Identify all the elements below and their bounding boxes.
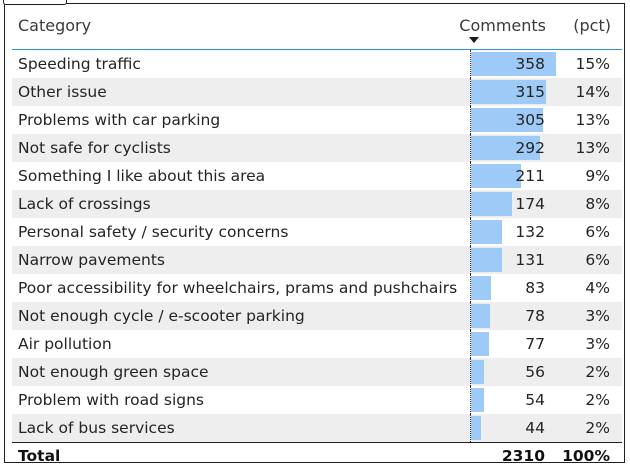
table-row[interactable]: Problem with road signs 54 2% bbox=[12, 386, 622, 414]
table-row[interactable]: Air pollution 77 3% bbox=[12, 330, 622, 358]
cell-pct: 2% bbox=[585, 419, 610, 437]
cell-pct: 14% bbox=[575, 83, 610, 101]
comments-table: Category Comments (pct) Speeding traffic… bbox=[12, 12, 622, 471]
cell-category: Narrow pavements bbox=[18, 251, 165, 269]
cell-category: Personal safety / security concerns bbox=[18, 223, 289, 241]
column-header-category[interactable]: Category bbox=[18, 16, 92, 35]
data-bar-axis bbox=[470, 50, 471, 78]
cell-pct: 2% bbox=[585, 363, 610, 381]
cell-category: Other issue bbox=[18, 83, 107, 101]
cell-pct: 2% bbox=[585, 391, 610, 409]
cell-comments: 78 bbox=[525, 307, 545, 325]
cell-comments: 211 bbox=[515, 167, 545, 185]
cell-comments: 131 bbox=[515, 251, 545, 269]
cell-comments: 56 bbox=[525, 363, 545, 381]
table-row[interactable]: Other issue 315 14% bbox=[12, 78, 622, 106]
table-row[interactable]: Not enough cycle / e-scooter parking 78 3% bbox=[12, 302, 622, 330]
comments-data-bar bbox=[471, 192, 513, 216]
data-bar-axis bbox=[470, 330, 471, 358]
comments-data-bar bbox=[471, 80, 546, 104]
data-bar-axis bbox=[470, 386, 471, 414]
cell-comments: 315 bbox=[515, 83, 545, 101]
data-bar-axis bbox=[470, 302, 471, 330]
comments-data-bar bbox=[471, 248, 503, 272]
table-row[interactable]: Narrow pavements 131 6% bbox=[12, 246, 622, 274]
cell-comments: 44 bbox=[525, 419, 545, 437]
comments-data-bar bbox=[471, 388, 484, 412]
cell-pct: 6% bbox=[585, 251, 610, 269]
cell-comments: 77 bbox=[525, 335, 545, 353]
column-header-pct[interactable]: (pct) bbox=[573, 16, 611, 35]
table-header: Category Comments (pct) bbox=[12, 12, 622, 50]
cell-category: Not enough cycle / e-scooter parking bbox=[18, 307, 305, 325]
comments-data-bar bbox=[471, 332, 490, 356]
cell-category: Speeding traffic bbox=[18, 55, 141, 73]
comments-data-bar bbox=[471, 136, 541, 160]
data-bar-axis bbox=[470, 358, 471, 386]
total-row: Total 2310 100% bbox=[12, 442, 622, 471]
data-bar-axis bbox=[470, 414, 471, 442]
cell-pct: 6% bbox=[585, 223, 610, 241]
visual-header-tab[interactable] bbox=[3, 0, 67, 5]
cell-pct: 3% bbox=[585, 335, 610, 353]
cell-pct: 15% bbox=[575, 55, 610, 73]
data-bar-axis bbox=[470, 134, 471, 162]
table-row[interactable]: Lack of bus services 44 2% bbox=[12, 414, 622, 442]
data-bar-axis bbox=[470, 246, 471, 274]
table-row[interactable]: Something I like about this area 211 9% bbox=[12, 162, 622, 190]
comments-data-bar bbox=[471, 276, 491, 300]
cell-pct: 13% bbox=[575, 139, 610, 157]
comments-data-bar bbox=[471, 360, 485, 384]
sort-descending-icon[interactable] bbox=[469, 37, 479, 43]
cell-pct: 9% bbox=[585, 167, 610, 185]
table-row[interactable]: Speeding traffic 358 15% bbox=[12, 50, 622, 78]
cell-category: Problems with car parking bbox=[18, 111, 221, 129]
comments-data-bar bbox=[471, 108, 544, 132]
cell-comments: 83 bbox=[525, 279, 545, 297]
cell-comments: 358 bbox=[515, 55, 545, 73]
cell-pct: 3% bbox=[585, 307, 610, 325]
cell-category: Lack of bus services bbox=[18, 419, 175, 437]
cell-pct: 4% bbox=[585, 279, 610, 297]
total-pct: 100% bbox=[562, 447, 610, 465]
cell-comments: 305 bbox=[515, 111, 545, 129]
cell-pct: 13% bbox=[575, 111, 610, 129]
comments-data-bar bbox=[471, 52, 556, 76]
data-bar-axis bbox=[470, 78, 471, 106]
cell-category: Not enough green space bbox=[18, 363, 209, 381]
cell-category: Problem with road signs bbox=[18, 391, 205, 409]
table-row[interactable]: Not enough green space 56 2% bbox=[12, 358, 622, 386]
data-bar-axis bbox=[470, 106, 471, 134]
cell-category: Poor accessibility for wheelchairs, pram… bbox=[18, 279, 458, 297]
cell-category: Not safe for cyclists bbox=[18, 139, 171, 157]
cell-category: Air pollution bbox=[18, 335, 112, 353]
data-bar-axis bbox=[470, 162, 471, 190]
table-row[interactable]: Poor accessibility for wheelchairs, pram… bbox=[12, 274, 622, 302]
cell-comments: 132 bbox=[515, 223, 545, 241]
table-row[interactable]: Problems with car parking 305 13% bbox=[12, 106, 622, 134]
table-row[interactable]: Lack of crossings 174 8% bbox=[12, 190, 622, 218]
total-comments: 2310 bbox=[501, 447, 545, 465]
table-body: Speeding traffic 358 15% Other issue 315 14% P… bbox=[12, 50, 622, 442]
comments-data-bar bbox=[471, 304, 490, 328]
total-label: Total bbox=[18, 447, 61, 465]
data-bar-axis bbox=[470, 218, 471, 246]
data-bar-axis bbox=[470, 190, 471, 218]
cell-comments: 292 bbox=[515, 139, 545, 157]
column-header-comments[interactable]: Comments bbox=[459, 16, 546, 35]
cell-category: Something I like about this area bbox=[18, 167, 266, 185]
table-row[interactable]: Not safe for cyclists 292 13% bbox=[12, 134, 622, 162]
cell-category: Lack of crossings bbox=[18, 195, 151, 213]
comments-data-bar bbox=[471, 416, 482, 440]
cell-comments: 54 bbox=[525, 391, 545, 409]
cell-comments: 174 bbox=[515, 195, 545, 213]
data-bar-axis bbox=[470, 274, 471, 302]
cell-pct: 8% bbox=[585, 195, 610, 213]
comments-data-bar bbox=[471, 164, 522, 188]
comments-data-bar bbox=[471, 220, 503, 244]
table-row[interactable]: Personal safety / security concerns 132 6% bbox=[12, 218, 622, 246]
